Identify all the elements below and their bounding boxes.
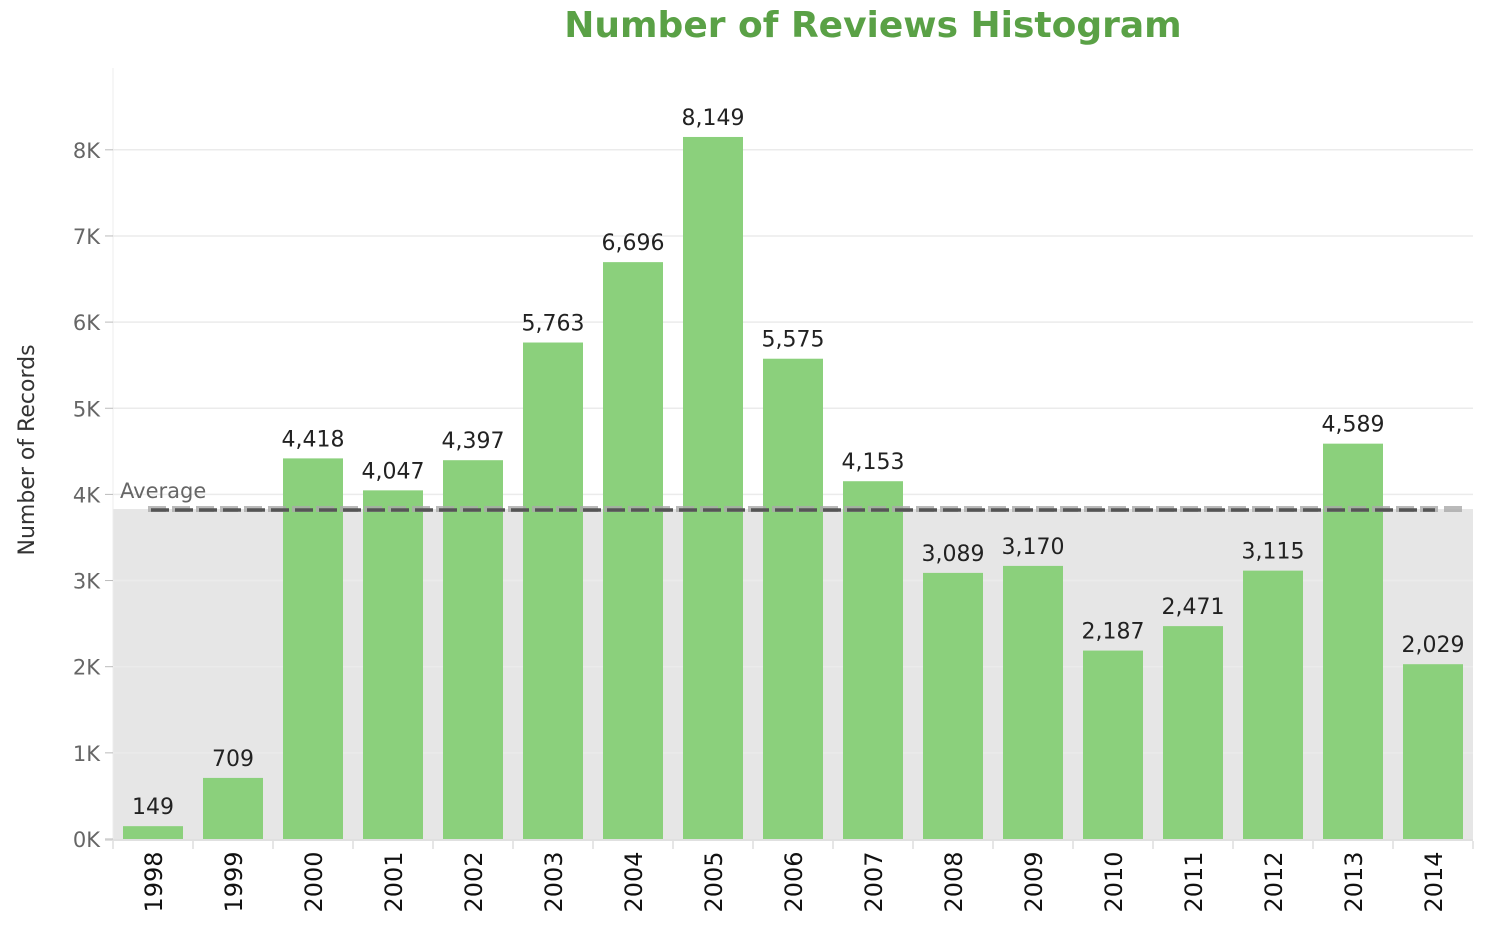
data-label: 149 — [132, 795, 174, 820]
data-label: 3,089 — [922, 542, 985, 567]
x-tick-label: 2000 — [300, 851, 328, 912]
x-tick-label: 2001 — [380, 851, 408, 912]
x-tick-label: 2005 — [700, 851, 728, 912]
y-tick-label: 7K — [73, 225, 101, 249]
data-label: 709 — [212, 747, 254, 772]
x-tick-label: 2009 — [1020, 851, 1048, 912]
data-label: 5,575 — [762, 328, 825, 353]
x-tick-label: 2002 — [460, 851, 488, 912]
data-label: 6,696 — [602, 231, 665, 256]
data-label: 4,397 — [442, 429, 505, 454]
x-tick-label: 2012 — [1260, 851, 1288, 912]
data-label: 4,153 — [842, 450, 905, 475]
bar-2007 — [843, 481, 903, 839]
bar-1999 — [203, 777, 263, 839]
y-tick-label: 2K — [73, 656, 101, 680]
bar-1998 — [123, 826, 183, 839]
average-line-label: Average — [120, 479, 206, 503]
bar-2010 — [1083, 650, 1143, 839]
data-label: 5,763 — [522, 312, 585, 337]
y-tick-label: 8K — [73, 139, 101, 163]
y-tick-label: 0K — [73, 828, 101, 852]
bar-2011 — [1163, 626, 1223, 839]
y-axis-title: Number of Records — [15, 344, 40, 555]
data-label: 4,047 — [362, 459, 425, 484]
bar-2013 — [1323, 443, 1383, 839]
bar-2005 — [683, 136, 743, 840]
bar-2002 — [443, 460, 503, 839]
bar-2006 — [763, 358, 823, 839]
x-tick-label: 2003 — [540, 851, 568, 912]
bar-2014 — [1403, 664, 1463, 839]
data-label: 2,029 — [1402, 633, 1465, 658]
bar-2000 — [283, 458, 343, 839]
y-tick-label: 6K — [73, 311, 101, 335]
bar-2012 — [1243, 570, 1303, 839]
data-label: 4,589 — [1322, 413, 1385, 438]
data-label: 4,418 — [282, 427, 345, 452]
x-tick-label: 1998 — [140, 851, 168, 912]
y-tick-label: 3K — [73, 570, 101, 594]
y-tick-label: 5K — [73, 397, 101, 421]
x-tick-label: 1999 — [220, 851, 248, 912]
chart-title: Number of Reviews Histogram — [564, 5, 1181, 46]
bar-2008 — [923, 572, 983, 839]
x-tick-label: 2006 — [780, 851, 808, 912]
data-label: 3,115 — [1242, 540, 1305, 565]
data-label: 3,170 — [1002, 535, 1065, 560]
y-tick-label: 1K — [73, 742, 101, 766]
data-label: 2,471 — [1162, 595, 1225, 620]
x-tick-label: 2013 — [1340, 851, 1368, 912]
bar-2001 — [363, 490, 423, 839]
data-label: 8,149 — [682, 106, 745, 131]
bar-2009 — [1003, 565, 1063, 839]
x-tick-label: 2010 — [1100, 851, 1128, 912]
x-tick-label: 2011 — [1180, 851, 1208, 912]
bar-2003 — [523, 342, 583, 839]
x-tick-label: 2008 — [940, 851, 968, 912]
x-tick-label: 2007 — [860, 851, 888, 912]
data-label: 2,187 — [1082, 620, 1145, 645]
y-tick-label: 4K — [73, 483, 101, 507]
x-tick-label: 2014 — [1420, 851, 1448, 912]
bar-2004 — [603, 262, 663, 839]
x-tick-label: 2004 — [620, 851, 648, 912]
